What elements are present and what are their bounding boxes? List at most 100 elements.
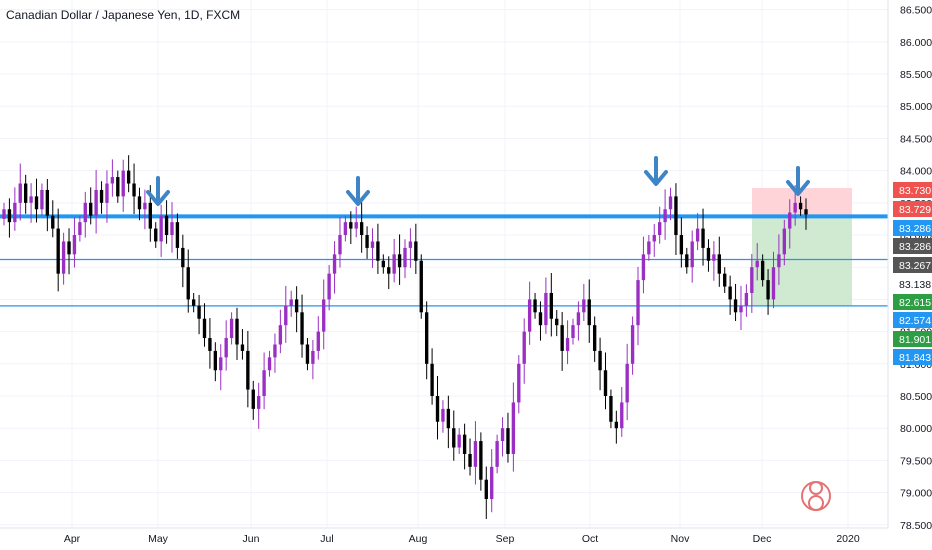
candle (679, 217, 684, 268)
candle (126, 155, 131, 193)
candle (110, 159, 115, 197)
candle (798, 196, 803, 216)
candle (338, 217, 342, 268)
candle (706, 239, 711, 272)
candle (603, 352, 608, 410)
candle (34, 178, 39, 223)
candle (284, 285, 288, 343)
candle (235, 307, 239, 360)
candle (137, 187, 142, 221)
candle (457, 428, 461, 454)
candle-body (126, 170, 131, 184)
candle-body (289, 299, 293, 306)
price-tag: 83.729 (893, 201, 932, 217)
y-tick-label: 85.000 (900, 101, 932, 113)
candle-body (51, 215, 55, 229)
candle-body (7, 209, 12, 223)
candle-body (349, 222, 353, 229)
candle-body (663, 209, 667, 223)
x-tick-label: Apr (64, 533, 81, 545)
candle (560, 311, 564, 371)
candle (788, 199, 792, 249)
price-tag-label: 83.730 (899, 185, 931, 197)
arrow-head (146, 190, 170, 206)
candle (240, 329, 245, 360)
candle-body (381, 260, 386, 268)
candle-body (712, 254, 716, 261)
candle-body (517, 363, 521, 403)
candle-body (609, 396, 613, 422)
candle (522, 318, 526, 384)
candle (191, 292, 196, 313)
price-tag-bg (893, 294, 932, 310)
candle-body (387, 267, 391, 274)
price-tag-label: 83.729 (899, 204, 931, 216)
candle (712, 241, 716, 281)
candle-body (327, 273, 331, 300)
candle-body (159, 215, 163, 242)
candle (159, 204, 163, 257)
candle (782, 219, 787, 266)
candle (652, 224, 656, 257)
candle (387, 256, 391, 290)
candle-body (267, 357, 272, 371)
candle-body (148, 202, 152, 229)
y-tick-label: 84.000 (900, 166, 932, 178)
candle (94, 169, 98, 234)
candle (571, 318, 575, 345)
candle-body (506, 428, 510, 454)
candle-body (311, 350, 315, 364)
candle (511, 382, 516, 472)
candle (685, 247, 689, 274)
candle-body (511, 402, 516, 454)
candle (668, 187, 673, 221)
candle-body (83, 202, 87, 223)
candle-body (23, 183, 28, 203)
candle-body (154, 228, 158, 242)
candle (56, 208, 60, 292)
candle (647, 235, 651, 261)
x-tick-label: 2020 (836, 533, 860, 545)
price-tag: 83.286 (893, 220, 932, 236)
price-tag-bg (893, 349, 932, 365)
candle-body (760, 260, 765, 281)
candle-body (739, 305, 743, 313)
candle (690, 230, 694, 283)
candle (663, 189, 667, 240)
candle (267, 350, 272, 377)
candle-body (257, 396, 261, 409)
candle (349, 211, 353, 245)
candle-body (354, 222, 358, 229)
candle-body (641, 254, 646, 281)
y-tick-label: 86.000 (900, 37, 932, 49)
candle-body (555, 318, 559, 326)
candle (143, 189, 147, 230)
candle (67, 228, 71, 275)
candle (278, 309, 283, 354)
candle (300, 294, 304, 358)
candle-body (625, 363, 629, 403)
candle (61, 232, 66, 285)
candle (658, 206, 662, 244)
candle (316, 316, 320, 360)
price-tag: 83.267 (893, 257, 932, 273)
candle-body (175, 222, 180, 248)
candle-body (744, 292, 749, 306)
candle-body (186, 267, 190, 300)
candle-body (468, 453, 472, 467)
candle (257, 382, 261, 429)
candle (555, 310, 559, 337)
candle-body (338, 235, 342, 255)
candle (105, 170, 109, 223)
x-tick-label: Jun (243, 533, 260, 545)
candle-body (620, 402, 624, 429)
candle-body (322, 299, 326, 332)
candle (766, 269, 770, 315)
candle-body (132, 183, 136, 197)
candle (13, 187, 17, 231)
candle-body (441, 408, 445, 422)
candle-body (793, 202, 797, 213)
time-axis[interactable]: Apr May Jun Jul Aug Sep Oct Nov Dec 2020 (64, 533, 860, 545)
candle-body (690, 241, 694, 268)
arrow-head (786, 180, 810, 196)
